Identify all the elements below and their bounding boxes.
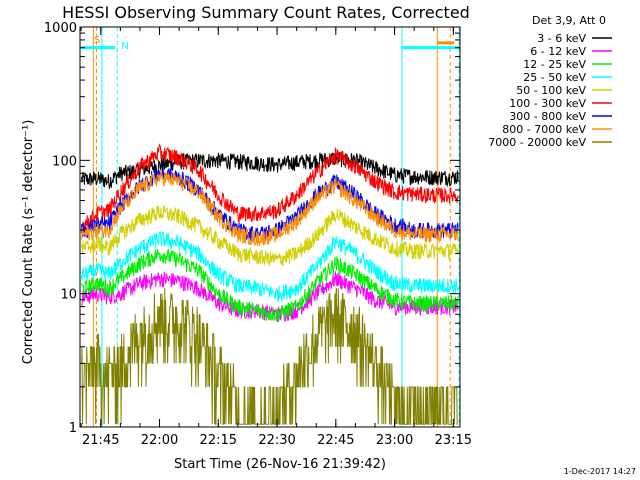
legend-label-5: 50 - 100 keV <box>516 84 586 97</box>
x-tick-label: 21:45 <box>82 433 119 448</box>
night-marker-label: N <box>121 41 128 52</box>
x-tick-label: 23:00 <box>376 433 413 448</box>
x-tick-label: 22:45 <box>317 433 354 448</box>
legend-label-4: 25 - 50 keV <box>523 71 586 84</box>
x-tick-label: 23:15 <box>435 433 472 448</box>
series-line-1 <box>81 151 459 189</box>
series-line-4 <box>81 230 459 303</box>
y-tick-label: 1 <box>69 421 77 436</box>
x-tick-label: 22:30 <box>258 433 295 448</box>
chart-title: HESSI Observing Summary Count Rates, Cor… <box>62 3 470 22</box>
saa-marker-label: S <box>94 35 100 46</box>
legend-label-1: 3 - 6 keV <box>537 32 586 45</box>
y-tick-label: 10 <box>60 288 77 303</box>
legend-label-2: 6 - 12 keV <box>530 45 586 58</box>
x-tick-label: 22:15 <box>200 433 237 448</box>
legend-label-9: 7000 - 20000 keV <box>488 136 586 149</box>
legend-label-7: 300 - 800 keV <box>509 110 586 123</box>
series-line-3 <box>81 248 459 322</box>
plot-frame <box>79 26 461 428</box>
x-axis-label: Start Time (26-Nov-16 21:39:42) <box>174 457 386 472</box>
legend-label-3: 12 - 25 keV <box>523 58 586 71</box>
x-tick-label: 22:00 <box>141 433 178 448</box>
series-line-8 <box>81 169 459 247</box>
series-line-5 <box>81 204 459 267</box>
series-group <box>81 143 459 425</box>
print-timestamp: 1-Dec-2017 14:27 <box>564 467 636 476</box>
legend-label-8: 800 - 7000 keV <box>502 123 586 136</box>
legend-header: Det 3,9, Att 0 <box>532 14 606 27</box>
axes: 21:45 22:00 22:15 22:30 22:45 23:00 23:15 1 10 10… <box>44 21 472 448</box>
series-line-6 <box>81 143 459 234</box>
legend-label-6: 100 - 300 keV <box>509 97 586 110</box>
y-tick-label: 1000 <box>44 21 77 36</box>
y-tick-label: 100 <box>52 154 77 169</box>
series-line-9 <box>81 288 459 425</box>
y-axis-label: Corrected Count Rate (s⁻¹ detector⁻¹) <box>21 120 36 365</box>
